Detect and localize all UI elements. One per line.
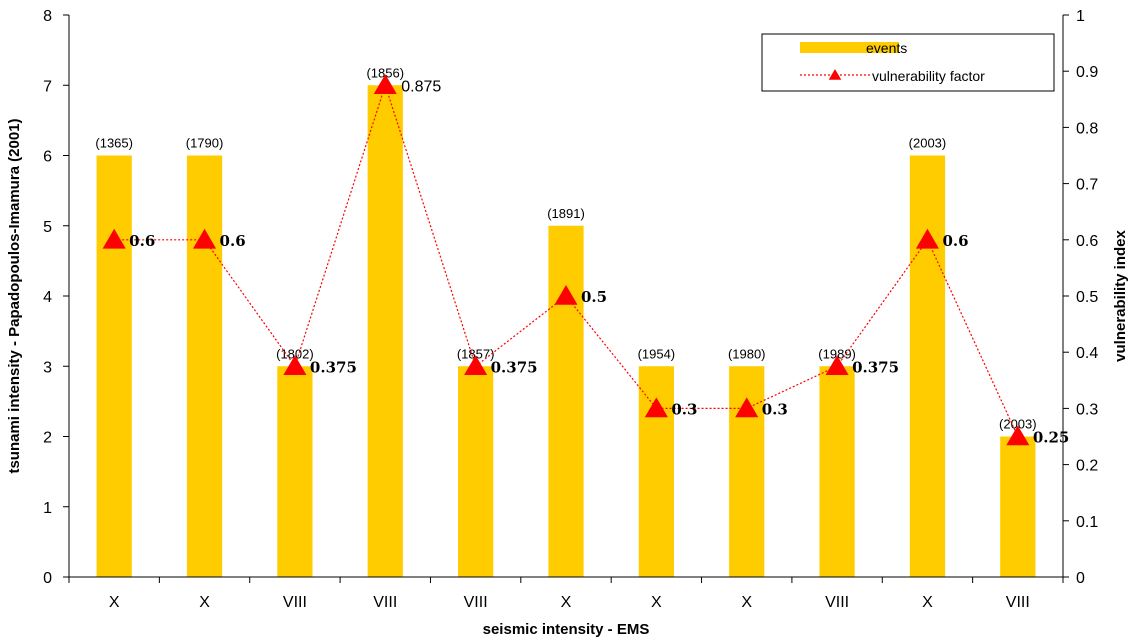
y-axis-title: tsunami intensity - Papadopoulos-Imamura… <box>6 118 23 473</box>
bar-year-label: (2003) <box>999 417 1037 432</box>
vulnerability-value-label: 0.875 <box>401 78 441 95</box>
vulnerability-marker <box>554 285 578 305</box>
vulnerability-value-label: 0.6 <box>220 232 246 250</box>
bar <box>458 366 494 577</box>
bar <box>909 155 946 577</box>
vulnerability-value-label: 0.3 <box>762 400 788 418</box>
vulnerability-marker <box>192 228 217 249</box>
vulnerability-line <box>114 83 1019 437</box>
vulnerability-marker <box>915 228 940 249</box>
vulnerability-value-label: 0.5 <box>581 288 607 306</box>
vulnerability-marker <box>102 228 126 249</box>
y-tick-label: 2 <box>43 430 52 447</box>
legend-vulnerability-label: vulnerability factor <box>872 68 985 84</box>
y2-tick-label: 0.5 <box>1076 289 1098 306</box>
vulnerability-marker <box>1006 425 1030 446</box>
bar <box>277 366 313 577</box>
y2-tick-label: 0.3 <box>1076 401 1098 418</box>
vulnerability-value-label: 0.6 <box>129 232 155 250</box>
y2-tick-label: 0.2 <box>1076 458 1098 475</box>
y-tick-label: 0 <box>43 570 52 587</box>
y2-tick-label: 1 <box>1076 8 1085 25</box>
y2-tick-label: 0.9 <box>1076 64 1098 81</box>
y2-tick-label: 0.6 <box>1076 233 1098 250</box>
bar <box>96 155 132 577</box>
legend-events-label: events <box>866 40 907 56</box>
bar-year-label: (1891) <box>547 206 585 221</box>
y-tick-label: 3 <box>43 359 52 376</box>
bar-year-label: (1365) <box>95 136 133 151</box>
y-tick-label: 5 <box>43 219 52 236</box>
bar-year-label: (1790) <box>186 136 224 151</box>
vulnerability-marker <box>644 397 668 418</box>
bar-year-label: (1856) <box>366 65 404 80</box>
x-tick-label: X <box>199 594 210 611</box>
x-tick-label: VIII <box>373 594 397 611</box>
y2-tick-label: 0 <box>1076 570 1085 587</box>
x-tick-label: X <box>651 594 662 611</box>
bar <box>367 85 403 577</box>
vulnerability-value-label: 0.375 <box>491 358 538 376</box>
vulnerability-marker <box>825 355 849 376</box>
y2-axis-title: vulnerability index <box>1112 229 1129 361</box>
bar-year-label: (1857) <box>457 346 495 361</box>
vulnerability-value-label: 0.375 <box>852 358 899 376</box>
legend: events vulnerability factor <box>761 33 1055 92</box>
vulnerability-marker <box>464 355 488 376</box>
y2-tick-label: 0.7 <box>1076 177 1098 194</box>
bar-year-label: (1802) <box>276 346 314 361</box>
x-tick-label: VIII <box>283 594 307 611</box>
x-tick-label: VIII <box>1006 594 1030 611</box>
bar-year-label: (1989) <box>818 346 856 361</box>
bar <box>186 155 223 577</box>
x-tick-label: X <box>109 594 120 611</box>
x-tick-label: X <box>922 594 933 611</box>
x-tick-label: VIII <box>825 594 849 611</box>
vulnerability-value-label: 0.6 <box>942 232 968 250</box>
y-tick-label: 8 <box>43 8 52 25</box>
x-tick-label: X <box>561 594 572 611</box>
y-tick-label: 7 <box>43 78 52 95</box>
y-tick-label: 1 <box>43 500 52 517</box>
y-tick-label: 6 <box>43 149 52 166</box>
vulnerability-value-label: 0.3 <box>671 400 697 418</box>
y-tick-label: 4 <box>43 289 52 306</box>
x-tick-label: X <box>741 594 752 611</box>
vulnerability-marker <box>373 74 397 95</box>
plot-area: 0 1 2 3 4 5 6 7 8 0 0.1 0.2 0.3 0.4 0.5 0.6 0.7 0.8 0.9 1 X X… <box>43 8 1098 611</box>
legend-vulnerability-marker <box>828 69 842 80</box>
bar <box>1000 436 1036 577</box>
bar-year-label: (1980) <box>728 346 766 361</box>
bar-year-label: (1954) <box>638 346 676 361</box>
vulnerability-value-label: 0.25 <box>1033 429 1070 447</box>
x-axis-title: seismic intensity - EMS <box>483 621 650 638</box>
y2-tick-label: 0.8 <box>1076 120 1098 137</box>
bar-year-label: (2003) <box>909 136 947 151</box>
y2-tick-label: 0.4 <box>1076 345 1098 362</box>
x-tick-label: VIII <box>464 594 488 611</box>
vulnerability-marker <box>735 397 759 418</box>
vulnerability-value-label: 0.375 <box>310 358 357 376</box>
y2-tick-label: 0.1 <box>1076 514 1098 531</box>
vulnerability-marker <box>283 355 307 376</box>
bar <box>819 366 855 577</box>
bar <box>548 225 584 577</box>
legend-events-swatch <box>800 42 899 53</box>
